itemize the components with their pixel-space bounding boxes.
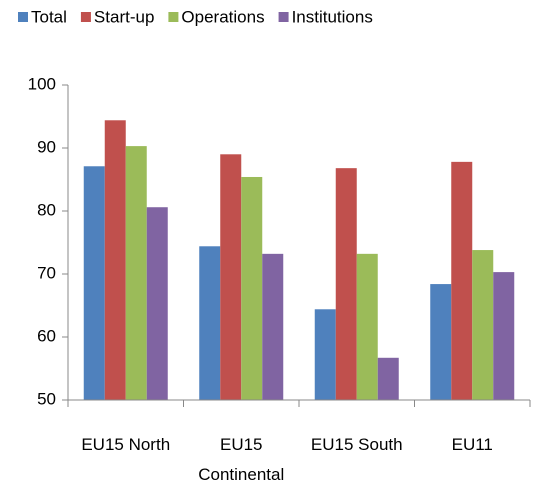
legend-label: Institutions xyxy=(292,7,373,26)
bar xyxy=(146,207,168,400)
bar xyxy=(314,309,336,400)
x-tick-label: EU11 xyxy=(451,435,493,454)
x-tick-label: EU15 North xyxy=(81,435,171,454)
bar xyxy=(430,284,452,400)
y-tick-label: 50 xyxy=(37,389,56,408)
bar xyxy=(377,357,399,400)
y-tick-label: 70 xyxy=(37,263,56,282)
bar xyxy=(335,168,357,400)
bar xyxy=(356,253,378,400)
y-tick-label: 80 xyxy=(37,200,56,219)
legend-swatch xyxy=(278,12,289,22)
x-tick-label: EU15 South xyxy=(310,435,403,454)
bar xyxy=(241,176,263,400)
bar xyxy=(451,161,473,400)
legend-label: Total xyxy=(31,7,67,26)
legend-swatch xyxy=(18,12,28,22)
bar xyxy=(472,250,494,400)
x-tick-label: EU15 Continental xyxy=(198,435,285,484)
legend-label: Start-up xyxy=(94,7,154,26)
bar xyxy=(220,154,242,400)
legend-swatch xyxy=(80,12,91,22)
legend-swatch xyxy=(168,12,179,22)
y-tick-label: 90 xyxy=(37,137,56,156)
y-tick-label: 100 xyxy=(28,74,56,93)
bar xyxy=(262,253,284,400)
bar xyxy=(125,146,147,400)
legend-label: Operations xyxy=(181,7,264,26)
bar xyxy=(493,272,515,400)
bar xyxy=(104,120,126,400)
bar xyxy=(199,246,221,400)
bar xyxy=(83,166,105,400)
y-tick-label: 60 xyxy=(37,326,56,345)
